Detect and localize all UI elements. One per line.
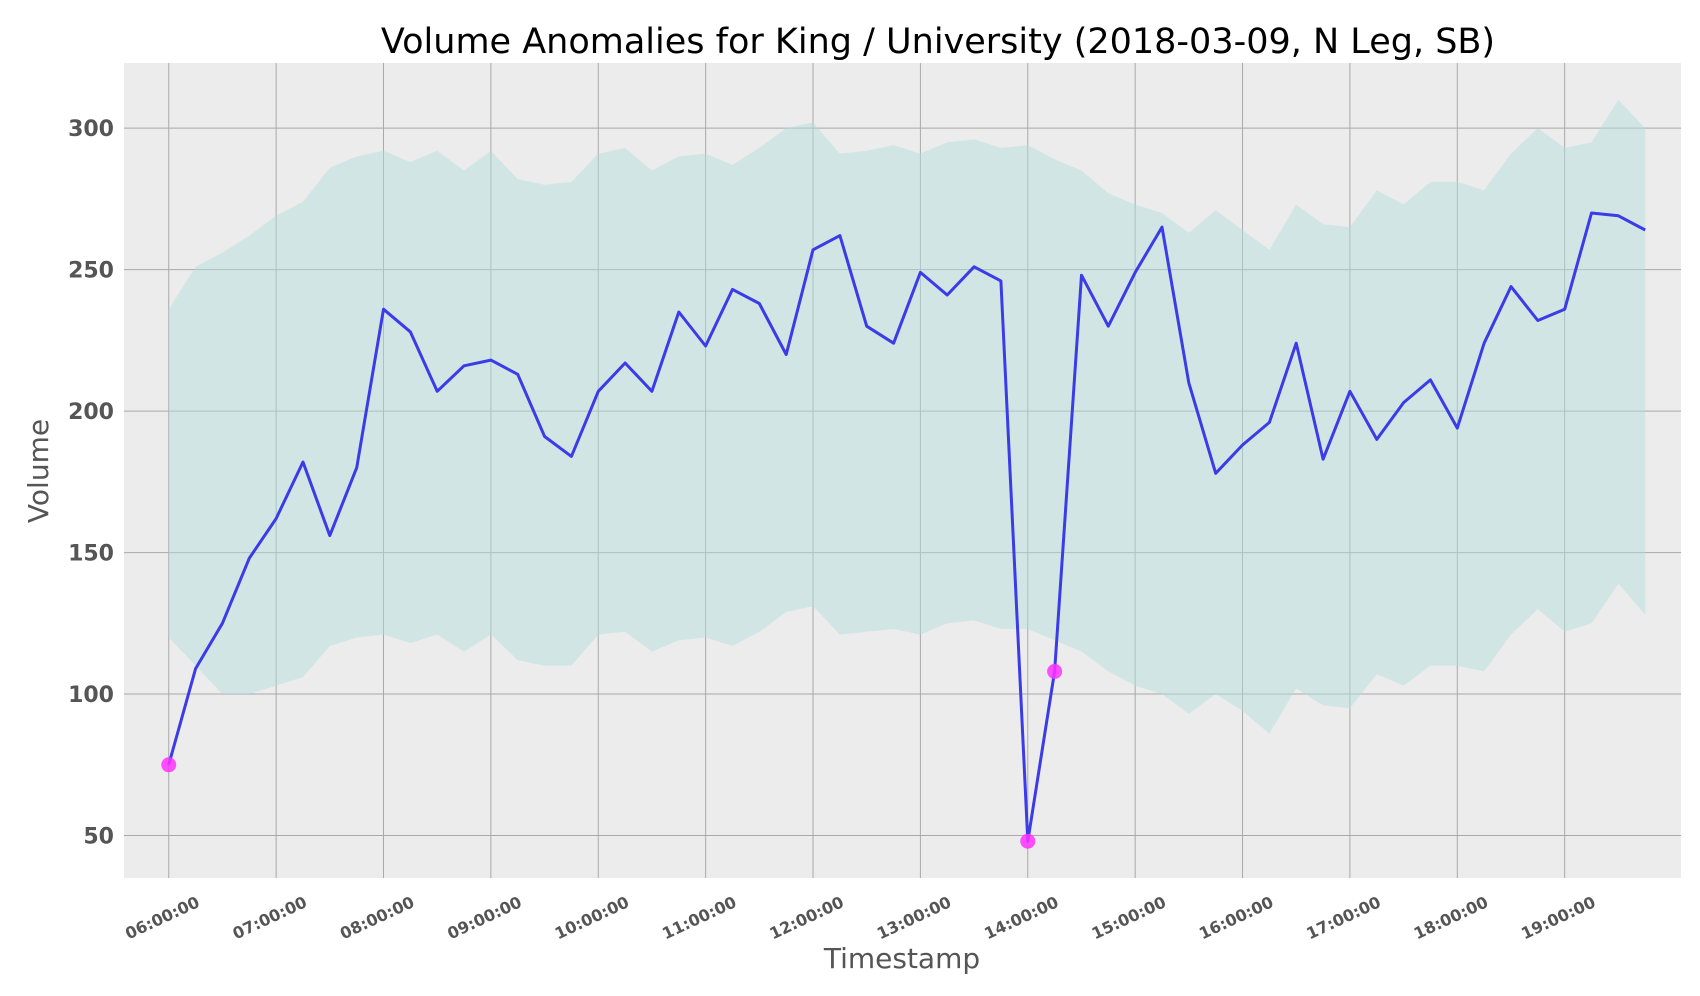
y-tick-label: 50 bbox=[83, 825, 114, 850]
y-tick-label: 300 bbox=[68, 117, 114, 142]
x-tick-label: 17:00:00 bbox=[1303, 892, 1383, 943]
x-tick-label: 09:00:00 bbox=[444, 892, 524, 943]
x-tick-label: 10:00:00 bbox=[552, 892, 632, 943]
chart-title: Volume Anomalies for King / University (… bbox=[381, 22, 1495, 62]
x-tick-label: 08:00:00 bbox=[337, 892, 417, 943]
volume-line bbox=[167, 211, 1646, 843]
x-tick-label: 19:00:00 bbox=[1518, 892, 1598, 943]
y-tick-label: 200 bbox=[68, 400, 114, 425]
x-tick-label: 15:00:00 bbox=[1089, 892, 1169, 943]
x-tick-label: 12:00:00 bbox=[767, 892, 847, 943]
x-tick-label: 18:00:00 bbox=[1411, 892, 1491, 943]
x-tick-label: 14:00:00 bbox=[981, 892, 1061, 943]
grid bbox=[124, 63, 1681, 878]
band-area bbox=[168, 99, 1646, 734]
anomaly-point bbox=[1020, 833, 1036, 849]
y-axis-label: Volume bbox=[22, 419, 55, 523]
expected-range-band bbox=[168, 99, 1646, 734]
anomaly-point bbox=[1047, 663, 1063, 679]
series-line-0 bbox=[167, 211, 1646, 843]
x-tick-label: 06:00:00 bbox=[122, 892, 202, 943]
y-axis-ticks: 50 100 150 200 250 300 bbox=[68, 117, 114, 849]
x-axis-ticks: 06:00:00 07:00:00 08:00:00 09:00:00 10:00:00… bbox=[122, 892, 1598, 943]
y-tick-label: 250 bbox=[68, 259, 114, 284]
x-tick-label: 16:00:00 bbox=[1196, 892, 1276, 943]
anomaly-markers bbox=[161, 663, 1063, 849]
y-tick-label: 150 bbox=[68, 542, 114, 567]
x-tick-label: 13:00:00 bbox=[874, 892, 954, 943]
y-tick-label: 100 bbox=[68, 683, 114, 708]
anomaly-point bbox=[161, 757, 177, 773]
x-axis-label: Timestamp bbox=[823, 942, 980, 975]
x-tick-label: 11:00:00 bbox=[659, 892, 739, 943]
x-tick-label: 07:00:00 bbox=[230, 892, 310, 943]
